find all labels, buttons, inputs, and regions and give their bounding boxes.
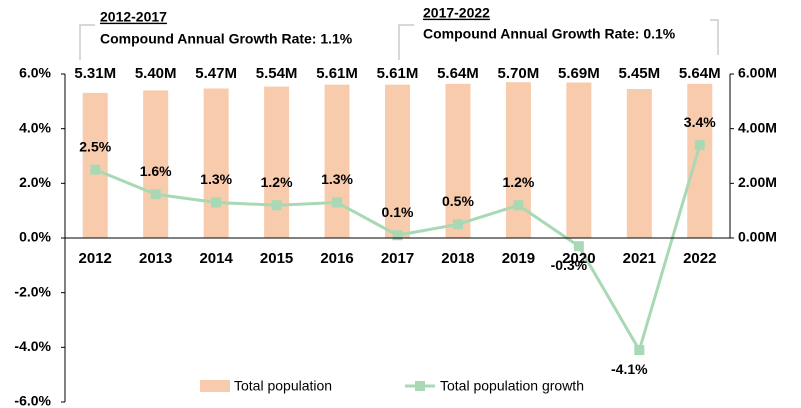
marker bbox=[211, 197, 222, 208]
bar-label: 5.45M bbox=[618, 65, 660, 82]
marker bbox=[90, 164, 101, 175]
line-label: 1.3% bbox=[321, 171, 353, 187]
x-tick-label: 2017 bbox=[381, 250, 414, 267]
annotation-text: Compound Annual Growth Rate: 1.1% bbox=[100, 31, 353, 47]
legend-swatch bbox=[200, 380, 230, 392]
bar-label: 5.61M bbox=[316, 65, 358, 82]
bar-label: 5.47M bbox=[195, 65, 237, 82]
marker bbox=[634, 345, 645, 356]
bar-label: 5.40M bbox=[135, 65, 177, 82]
y-tick-label: 2.0% bbox=[19, 174, 51, 190]
bar bbox=[687, 83, 713, 238]
y-tick-label: -4.0% bbox=[14, 338, 51, 354]
line-label: 1.2% bbox=[261, 174, 293, 190]
annotation-title: 2017-2022 bbox=[423, 5, 490, 21]
bar bbox=[324, 84, 350, 238]
bar-label: 5.61M bbox=[377, 65, 419, 82]
line-label: 1.6% bbox=[140, 163, 172, 179]
annotation-title: 2012-2017 bbox=[100, 9, 167, 25]
bar-label: 5.54M bbox=[256, 65, 298, 82]
bar bbox=[385, 84, 410, 238]
bar bbox=[445, 83, 471, 238]
legend-label: Total population growth bbox=[440, 378, 584, 394]
line-label: -4.1% bbox=[611, 361, 648, 377]
x-tick-label: 2020 bbox=[562, 250, 595, 267]
y-tick-label: 4.0% bbox=[19, 119, 51, 135]
marker bbox=[573, 241, 584, 252]
annotation-text: Compound Annual Growth Rate: 0.1% bbox=[423, 26, 676, 42]
line-label: 2.5% bbox=[79, 138, 111, 154]
x-tick-label: 2014 bbox=[199, 250, 233, 267]
x-tick-label: 2018 bbox=[441, 250, 474, 267]
legend-label: Total population bbox=[234, 378, 332, 394]
x-tick-label: 2021 bbox=[623, 250, 656, 267]
bar bbox=[264, 86, 290, 238]
bar-label: 5.69M bbox=[558, 65, 600, 82]
y2-tick-label: 6.00M bbox=[738, 65, 777, 81]
marker bbox=[392, 230, 403, 241]
x-tick-label: 2019 bbox=[502, 250, 535, 267]
x-tick-label: 2016 bbox=[320, 250, 353, 267]
y-tick-label: 6.0% bbox=[19, 65, 51, 81]
marker bbox=[150, 189, 161, 200]
y2-tick-label: 0.00M bbox=[738, 229, 777, 245]
x-tick-label: 2013 bbox=[139, 250, 172, 267]
marker bbox=[332, 197, 343, 208]
line-label: 1.3% bbox=[200, 171, 232, 187]
x-tick-label: 2012 bbox=[79, 250, 112, 267]
y-tick-label: -6.0% bbox=[14, 393, 51, 408]
bar-label: 5.70M bbox=[498, 65, 540, 82]
x-tick-label: 2015 bbox=[260, 250, 293, 267]
bar-label: 5.64M bbox=[679, 65, 721, 82]
bracket bbox=[79, 19, 719, 60]
bar bbox=[203, 88, 229, 238]
line-label: 0.5% bbox=[442, 193, 474, 209]
marker bbox=[694, 140, 705, 151]
bar bbox=[626, 89, 652, 239]
line-label: 3.4% bbox=[684, 114, 716, 130]
line-label: 1.2% bbox=[502, 174, 534, 190]
bar-label: 5.31M bbox=[74, 65, 116, 82]
marker bbox=[452, 219, 463, 230]
y-tick-label: 0.0% bbox=[19, 229, 51, 245]
bar bbox=[566, 82, 592, 239]
y2-tick-label: 2.00M bbox=[738, 174, 777, 190]
y-tick-label: -2.0% bbox=[14, 283, 51, 299]
bar bbox=[505, 82, 531, 238]
bar bbox=[143, 90, 169, 239]
legend-marker bbox=[415, 381, 425, 391]
marker bbox=[513, 200, 524, 211]
marker bbox=[271, 200, 282, 211]
x-tick-label: 2022 bbox=[683, 250, 716, 267]
line-label: -0.3% bbox=[551, 257, 588, 273]
bar-label: 5.64M bbox=[437, 65, 479, 82]
line-label: 0.1% bbox=[382, 204, 414, 220]
y2-tick-label: 4.00M bbox=[738, 119, 777, 135]
